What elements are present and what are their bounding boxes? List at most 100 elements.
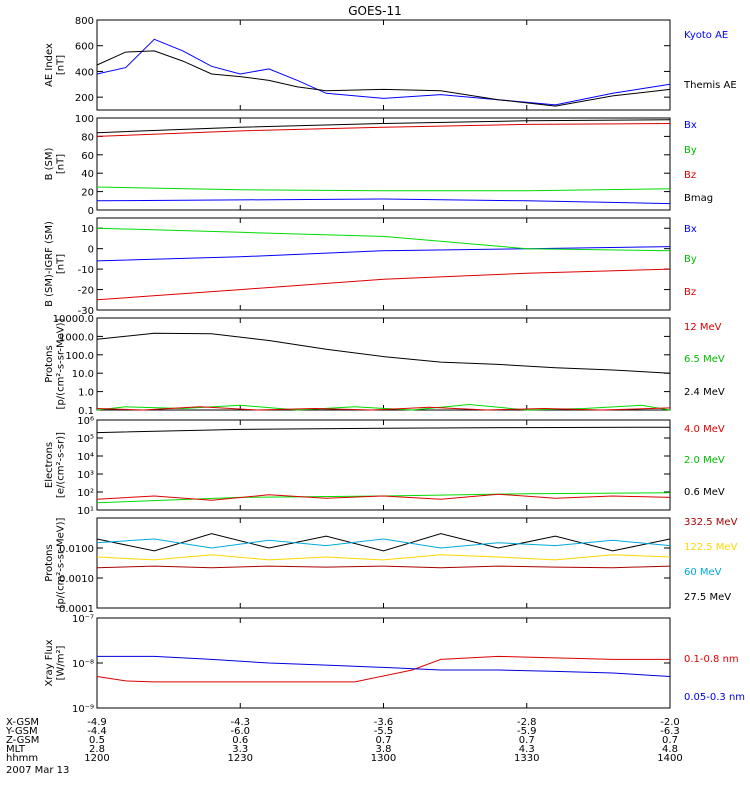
y-tick-label: 800 — [75, 16, 94, 27]
footer-value: -5.9 — [517, 726, 537, 737]
y-tick-label: 0.0100 — [59, 544, 94, 555]
y-tick-label: 10.0 — [72, 369, 94, 380]
panel-frame — [96, 517, 671, 609]
y-tick-label: -20 — [78, 286, 94, 297]
y-tick-label: 10³ — [77, 470, 94, 481]
y-axis-label: B (SM)-IGRF (SM)[nT] — [44, 221, 67, 307]
y-tick-label: 40 — [81, 169, 94, 180]
y-axis-label-line: B (SM) — [44, 147, 55, 180]
y-tick-label: 600 — [75, 42, 94, 53]
y-axis-label-line: Protons — [44, 345, 55, 382]
y-axis-label-line: [nT] — [56, 55, 67, 75]
series-line-122-5-mev — [96, 554, 671, 561]
series-line-27-5-mev — [96, 533, 671, 552]
legend-entry: 27.5 MeV — [684, 592, 731, 603]
y-tick-label: 10⁻⁷ — [72, 614, 94, 625]
panel-frame — [96, 617, 671, 709]
legend-entry: By — [684, 145, 697, 156]
y-tick-label: 10⁻⁸ — [72, 659, 94, 670]
footer-value: 1330 — [514, 753, 539, 764]
footer-value: 0.5 — [89, 735, 105, 746]
footer-value: 1200 — [84, 753, 109, 764]
footer-value: 3.8 — [376, 744, 392, 755]
footer-value: -6.0 — [230, 726, 250, 737]
y-axis-label-line: B (SM)-IGRF (SM) — [44, 221, 55, 307]
y-tick-label: 10000.0 — [53, 314, 94, 325]
series-line-bx — [96, 246, 671, 262]
y-tick-label: 10² — [77, 488, 94, 499]
chart-title: GOES-11 — [348, 4, 402, 18]
series-line-332-5-mev — [96, 565, 671, 569]
panel-bdiff: -30 -20 -10 0 10 B (SM)-IGRF (SM)[nT] Bx By Bz — [44, 217, 697, 317]
y-tick-label: 0.0010 — [59, 574, 94, 585]
legend-entry: 6.5 MeV — [684, 354, 725, 365]
footer-value: 1400 — [657, 753, 682, 764]
legend-entry: 0.6 MeV — [684, 487, 725, 498]
series-line-60-mev — [96, 538, 671, 549]
series-line-0-1-0-8-nm — [96, 655, 670, 683]
y-tick-label: 1.0 — [78, 388, 94, 399]
footer-value: 0.7 — [662, 735, 678, 746]
legend-entry: Bmag — [684, 193, 713, 204]
footer-value: 0.7 — [519, 735, 535, 746]
y-tick-label: 100 — [75, 114, 94, 125]
footer-value: -2.8 — [517, 717, 537, 728]
y-tick-label: -10 — [78, 265, 94, 276]
series-line-bmag — [96, 119, 671, 134]
footer-value: -3.6 — [374, 717, 394, 728]
y-tick-label: 10⁻⁹ — [72, 704, 94, 715]
legend-entry: By — [684, 254, 697, 265]
y-tick-label: 20 — [81, 188, 94, 199]
panel-frame — [96, 217, 671, 311]
y-axis-label: Xray Flux[W/m²] — [44, 639, 67, 686]
y-axis-label-line: [p/(cm²-s-sr-MeV)] — [56, 318, 67, 409]
footer-value: -6.3 — [660, 726, 680, 737]
legend-entry: Themis AE — [683, 80, 737, 91]
footer-value: -2.0 — [660, 717, 680, 728]
legend-entry: Kyoto AE — [684, 30, 728, 41]
y-axis-label-line: [nT] — [56, 154, 67, 174]
footer-value: 4.8 — [662, 744, 678, 755]
series-line-bz — [96, 123, 671, 137]
y-tick-label: -30 — [78, 306, 94, 317]
legend-entry: Bz — [684, 287, 696, 298]
y-axis-label-line: Xray Flux — [44, 639, 55, 686]
footer-value: 0.7 — [376, 735, 392, 746]
y-axis-label: Protons[p/(cm²-s-sr-MeV)] — [44, 517, 67, 608]
series-line-bz — [96, 268, 671, 301]
y-tick-label: 80 — [81, 132, 94, 143]
legend-entry: 2.0 MeV — [684, 455, 725, 466]
legend-entry: 60 MeV — [684, 567, 722, 578]
y-axis-label: AE Index[nT] — [44, 43, 67, 87]
y-axis-label: B (SM)[nT] — [44, 147, 67, 180]
y-tick-label: 10⁵ — [77, 434, 94, 445]
legend-entry: 332.5 MeV — [684, 517, 738, 528]
footer-row-label: MLT — [6, 744, 26, 755]
footer-row-label: 2007 Mar 13 — [6, 765, 69, 776]
legend-entry: Bx — [684, 224, 697, 235]
legend-entry: Bx — [684, 120, 697, 131]
series-line-0-05-0-3-nm — [97, 655, 671, 677]
y-tick-label: 0 — [88, 245, 94, 256]
y-tick-label: 0.0001 — [59, 604, 94, 615]
footer-value: -4.3 — [230, 717, 250, 728]
series-line-0-6-mev — [96, 426, 671, 434]
y-tick-label: 200 — [75, 93, 94, 104]
y-tick-label: 1000.0 — [59, 332, 94, 343]
y-axis-label-line: Protons — [44, 544, 55, 581]
footer-value: 2.8 — [89, 744, 105, 755]
panel-protons_hi: 0.11.010.0100.01000.010000.0Protons[p/(c… — [44, 314, 725, 417]
y-tick-label: 400 — [75, 67, 94, 78]
legend-entry: 2.4 MeV — [684, 387, 725, 398]
series-line-themis-ae — [96, 50, 671, 107]
panel-bsm: 0 20 40 60 80 100 B (SM)[nT] Bx By Bz Bmag — [44, 114, 713, 217]
footer-value: 0.6 — [232, 735, 248, 746]
y-axis-label-line: [W/m²] — [56, 645, 67, 680]
y-tick-label: 10¹ — [77, 506, 94, 517]
footer-value: -5.5 — [374, 726, 394, 737]
series-line-2-4-mev — [96, 332, 671, 374]
y-tick-label: 0 — [88, 206, 94, 217]
